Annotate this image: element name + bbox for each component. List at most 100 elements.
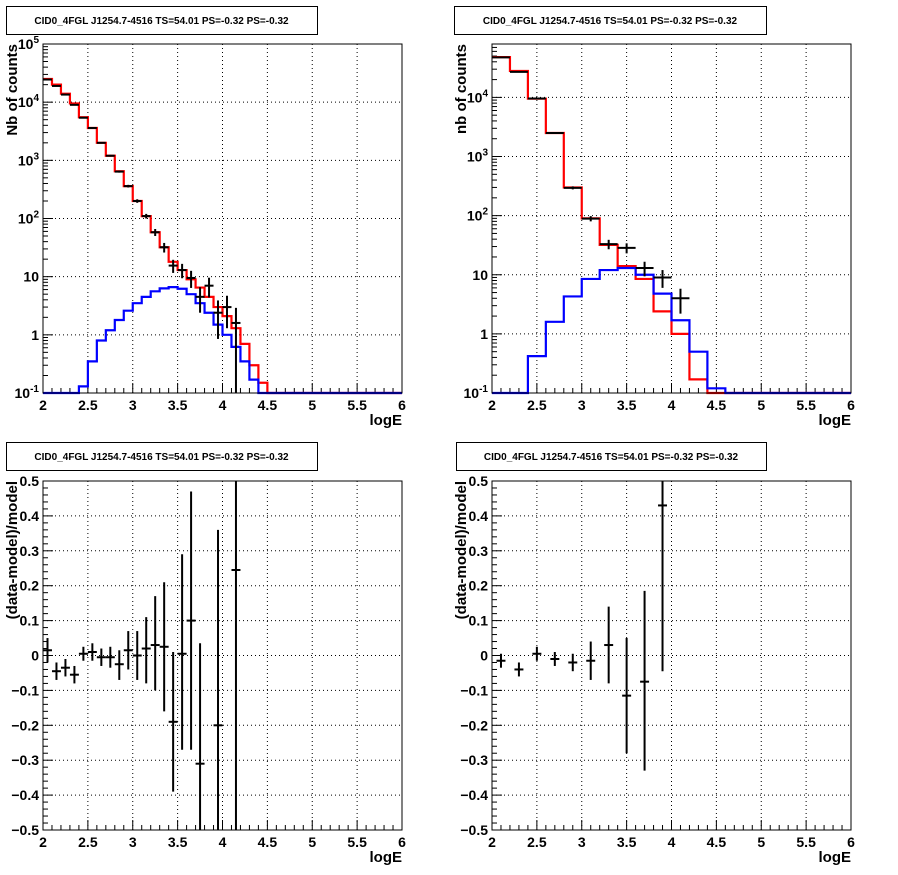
data-points — [43, 78, 241, 393]
y-tick-label: −0.5 — [11, 822, 39, 838]
y-tick-label: −0.2 — [11, 717, 39, 733]
y-tick-label: 102 — [18, 210, 40, 227]
y-tick-label: 1 — [480, 326, 488, 342]
y-tick-label: −0.4 — [460, 787, 488, 803]
y-axis-label: (data-model)/model — [453, 481, 470, 619]
x-tick-label: 5 — [757, 834, 765, 850]
x-tick-label: 6 — [847, 397, 855, 413]
y-tick-label: 0.4 — [20, 508, 40, 524]
chart-title: CID0_4FGL J1254.7-4516 TS=54.01 PS=-0.32… — [484, 452, 739, 463]
x-tick-label: 3 — [129, 834, 137, 850]
x-tick-label: 6 — [847, 834, 855, 850]
y-tick-label: 0 — [31, 648, 39, 664]
chart-panel-3: CID0_4FGL J1254.7-4516 TS=54.01 PS=-0.32… — [4, 442, 406, 866]
grid-lines — [43, 481, 402, 830]
y-tick-label: 10-1 — [464, 384, 489, 401]
y-tick-label: 0.3 — [20, 543, 40, 559]
y-tick-label: 0 — [480, 648, 488, 664]
data-points — [492, 56, 690, 314]
x-tick-label: 4 — [668, 834, 676, 850]
x-tick-label: 2.5 — [78, 397, 98, 413]
y-tick-exponent: 2 — [482, 207, 488, 218]
y-tick-base: 10 — [18, 152, 34, 168]
x-tick-label: 4.5 — [707, 834, 727, 850]
x-tick-label: 2.5 — [527, 834, 547, 850]
x-tick-label: 5.5 — [796, 397, 816, 413]
y-tick-label: 1 — [31, 327, 39, 343]
y-tick-label: 103 — [18, 151, 40, 168]
y-tick-exponent: 3 — [482, 148, 488, 159]
y-tick-label: 0.1 — [20, 613, 40, 629]
x-tick-label: 5 — [308, 834, 316, 850]
x-tick-label: 6 — [398, 834, 406, 850]
y-tick-label: 104 — [18, 93, 40, 110]
y-tick-base: 10 — [18, 36, 34, 52]
x-tick-label: 4.5 — [258, 397, 278, 413]
grid-lines — [492, 481, 851, 830]
x-axis-label: logE — [370, 412, 403, 429]
x-tick-label: 2 — [488, 397, 496, 413]
x-axis-label: logE — [819, 849, 852, 866]
y-tick-label: 10 — [23, 269, 39, 285]
x-tick-label: 3 — [578, 834, 586, 850]
chart-title: CID0_4FGL J1254.7-4516 TS=54.01 PS=-0.32… — [34, 452, 289, 463]
chart-panel-2: CID0_4FGL J1254.7-4516 TS=54.01 PS=-0.32… — [453, 6, 855, 429]
y-axis-label: nb of counts — [453, 44, 470, 134]
x-tick-label: 2 — [39, 397, 47, 413]
y-tick-label: 0.2 — [20, 578, 40, 594]
data-points — [43, 481, 241, 830]
y-tick-label: −0.3 — [460, 752, 488, 768]
y-tick-base: 10 — [15, 385, 31, 401]
y-tick-exponent: 5 — [33, 35, 39, 46]
y-tick-exponent: 4 — [33, 93, 39, 104]
y-tick-label: 105 — [18, 35, 40, 52]
x-tick-label: 4.5 — [258, 834, 278, 850]
chart-panel-4: CID0_4FGL J1254.7-4516 TS=54.01 PS=-0.32… — [453, 442, 855, 866]
y-tick-label: 104 — [467, 88, 489, 105]
y-tick-label: 10 — [472, 267, 488, 283]
x-tick-label: 4 — [219, 397, 227, 413]
y-tick-exponent: 4 — [482, 88, 488, 99]
x-tick-label: 5.5 — [347, 397, 367, 413]
plot-frame — [491, 480, 852, 831]
x-tick-label: 4.5 — [707, 397, 727, 413]
x-tick-label: 5 — [308, 397, 316, 413]
y-tick-label: 0.5 — [469, 473, 489, 489]
data-points — [496, 481, 668, 771]
x-tick-label: 4 — [668, 397, 676, 413]
chart-title: CID0_4FGL J1254.7-4516 TS=54.01 PS=-0.32… — [483, 16, 738, 27]
y-tick-base: 10 — [18, 211, 34, 227]
axis-ticks — [491, 480, 852, 831]
x-axis-label: logE — [819, 412, 852, 429]
chart-title-box — [456, 442, 767, 471]
x-tick-label: 4 — [219, 834, 227, 850]
y-tick-label: 0.2 — [469, 578, 489, 594]
x-tick-label: 3.5 — [168, 834, 188, 850]
y-tick-label: 10-1 — [15, 384, 40, 401]
x-tick-label: 3.5 — [617, 397, 637, 413]
y-tick-label: 0.5 — [20, 473, 40, 489]
x-tick-label: 3.5 — [617, 834, 637, 850]
x-tick-label: 6 — [398, 397, 406, 413]
x-tick-label: 2 — [488, 834, 496, 850]
plot-frame — [42, 480, 403, 831]
y-tick-label: 0.3 — [469, 543, 489, 559]
plot-frame — [491, 43, 852, 394]
y-tick-base: 10 — [18, 94, 34, 110]
x-tick-label: 5.5 — [347, 834, 367, 850]
y-tick-exponent: 3 — [33, 151, 39, 162]
y-tick-label: −0.3 — [11, 752, 39, 768]
y-axis-label: (data-model)/model — [4, 481, 21, 619]
x-tick-label: 2.5 — [527, 397, 547, 413]
x-tick-label: 3 — [578, 397, 586, 413]
x-tick-label: 3.5 — [168, 397, 188, 413]
y-tick-label: 103 — [467, 148, 489, 165]
chart-title-box — [6, 6, 318, 35]
y-tick-base: 10 — [467, 89, 483, 105]
x-axis-label: logE — [370, 849, 403, 866]
y-tick-exponent: 2 — [33, 210, 39, 221]
chart-panel-1: CID0_4FGL J1254.7-4516 TS=54.01 PS=-0.32… — [4, 6, 406, 429]
y-tick-label: −0.2 — [460, 717, 488, 733]
y-tick-label: −0.1 — [460, 682, 488, 698]
